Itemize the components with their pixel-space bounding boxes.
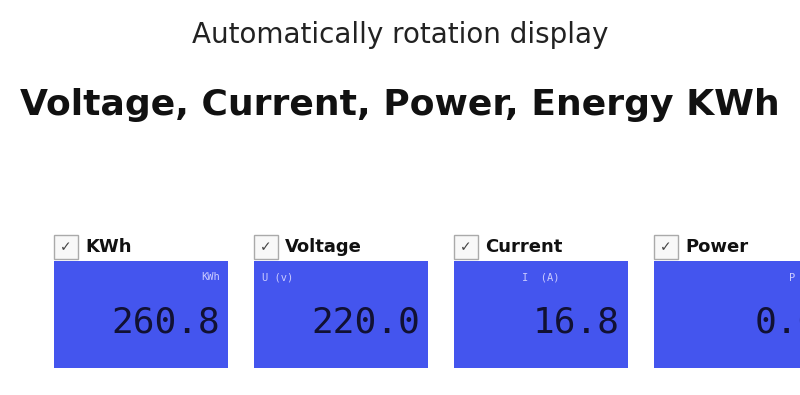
FancyBboxPatch shape <box>54 261 228 368</box>
Text: Voltage: Voltage <box>285 238 362 256</box>
FancyBboxPatch shape <box>654 235 678 259</box>
FancyBboxPatch shape <box>254 261 428 368</box>
Text: U (v): U (v) <box>262 272 294 282</box>
Text: KWh: KWh <box>85 238 131 256</box>
FancyBboxPatch shape <box>654 261 800 368</box>
Text: 0.0: 0.0 <box>754 306 800 340</box>
FancyBboxPatch shape <box>254 235 278 259</box>
FancyBboxPatch shape <box>54 235 78 259</box>
Text: Power: Power <box>685 238 748 256</box>
Text: Current: Current <box>485 238 562 256</box>
FancyBboxPatch shape <box>454 235 478 259</box>
Text: 220.0: 220.0 <box>311 306 420 340</box>
Text: 16.8: 16.8 <box>533 306 620 340</box>
Text: I  (A): I (A) <box>522 272 560 282</box>
Text: ✓: ✓ <box>260 240 272 254</box>
Text: 260.8: 260.8 <box>111 306 220 340</box>
Text: Automatically rotation display: Automatically rotation display <box>192 21 608 49</box>
Text: KWh: KWh <box>202 272 220 282</box>
Text: Voltage, Current, Power, Energy KWh: Voltage, Current, Power, Energy KWh <box>20 88 780 122</box>
Text: ✓: ✓ <box>60 240 72 254</box>
FancyBboxPatch shape <box>454 261 628 368</box>
Text: ✓: ✓ <box>660 240 672 254</box>
Text: ✓: ✓ <box>460 240 472 254</box>
Text: P (w): P (w) <box>789 272 800 282</box>
